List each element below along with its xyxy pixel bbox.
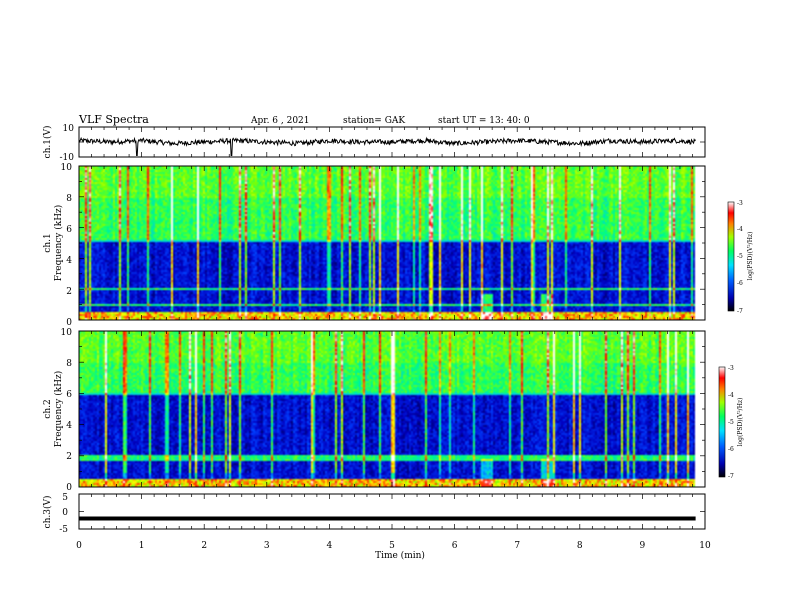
- date-label: Apr. 6 , 2021: [250, 116, 310, 126]
- ch2-spectrogram-image: [79, 331, 705, 487]
- ch1-ytick-top: 10: [63, 124, 75, 134]
- x-tick-label: 8: [577, 541, 583, 551]
- x-tick-label: 1: [139, 541, 145, 551]
- cbar2-tick-m3: -3: [728, 365, 734, 372]
- x-tick-label: 5: [389, 541, 395, 551]
- x-tick-label: 4: [327, 541, 333, 551]
- ch1-voltage-trace: [78, 136, 696, 156]
- cbar2-tick-m7: -7: [728, 473, 734, 480]
- cbar1-tick-m4: -4: [737, 226, 743, 233]
- cbar2-tick-m4: -4: [728, 392, 734, 399]
- ch2-freq-tick-0: 0: [66, 483, 72, 493]
- x-tick-label: 10: [699, 541, 711, 551]
- x-tick-label: 3: [264, 541, 270, 551]
- ch1-freq-tick-6: 6: [66, 225, 72, 235]
- ch1-freq-tick-8: 8: [66, 194, 72, 204]
- ch3-ytick-m5: -5: [59, 525, 68, 535]
- ch1-spectrogram-panel: 10 8 6 4 2 0 ch.1 Frequency (kHz): [43, 163, 706, 328]
- ch1-freq-tick-0: 0: [66, 318, 72, 328]
- ch3-voltage-panel: 5 0 -5 ch.3(V): [42, 493, 706, 535]
- ch2-freq-tick-10: 10: [61, 328, 73, 338]
- ch2-freq-tick-8: 8: [66, 359, 72, 369]
- figure-title: VLF Spectra: [78, 113, 149, 126]
- ch1-voltage-panel: 10 -10 ch.1(V): [42, 124, 706, 163]
- cbar1-tick-m3: -3: [737, 200, 743, 207]
- x-tick-labels: 0 1 2 3 4 5 6 7 8 9 10: [76, 541, 711, 551]
- x-tick-label: 6: [452, 541, 458, 551]
- ch1-freq-tick-2: 2: [66, 287, 72, 297]
- ch1-spec-ylabel: ch.1: [43, 233, 53, 252]
- ch1-freq-ylabel: Frequency (kHz): [53, 205, 64, 282]
- ch3-ytick-0: 0: [62, 508, 68, 518]
- start-time-label: start UT = 13: 40: 0: [438, 116, 530, 126]
- cbar2-tick-m5: -5: [728, 419, 734, 426]
- x-tick-label: 2: [201, 541, 207, 551]
- ch2-freq-ylabel: Frequency (kHz): [53, 371, 64, 448]
- cbar1-tick-m6: -6: [737, 280, 743, 287]
- ch1-freq-tick-10: 10: [61, 163, 73, 173]
- cbar1-tick-m5: -5: [737, 253, 743, 260]
- ch2-freq-tick-2: 2: [66, 452, 72, 462]
- ch1-ytick-bottom: -10: [60, 153, 75, 163]
- ch1-spectrogram-image: [79, 166, 705, 320]
- x-tick-label: 0: [76, 541, 82, 551]
- spectrogram-raster: [79, 166, 705, 320]
- ch2-freq-tick-6: 6: [66, 390, 72, 400]
- ch1-voltage-ylabel: ch.1(V): [42, 126, 53, 159]
- ch2-colorbar: -3 -4 -5 -6 -7 log(PSD)(V²/Hz): [718, 365, 744, 480]
- ch2-spectrogram-panel: 10 8 6 4 2 0 ch.2 Frequency (kHz): [43, 328, 706, 493]
- ch1-colorbar: -3 -4 -5 -6 -7 log(PSD)(V²/Hz): [727, 200, 754, 315]
- cbar1-tick-m7: -7: [737, 308, 743, 315]
- station-label: station= GAK: [343, 116, 405, 126]
- ch3-voltage-ylabel: ch.3(V): [42, 496, 53, 529]
- cbar2-tick-m6: -6: [728, 446, 734, 453]
- ch1-freq-tick-4: 4: [66, 256, 72, 266]
- ch3-ytick-5: 5: [62, 493, 68, 503]
- x-tick-label: 7: [514, 541, 520, 551]
- cbar2-label: log(PSD)(V²/Hz): [737, 398, 744, 447]
- spectrogram-raster: [79, 331, 705, 487]
- ch2-spec-ylabel: ch.2: [43, 399, 53, 418]
- cbar1-label: log(PSD)(V²/Hz): [747, 232, 754, 281]
- x-tick-label: 9: [640, 541, 646, 551]
- ch2-freq-tick-4: 4: [66, 421, 72, 431]
- x-axis-label: Time (min): [375, 550, 425, 561]
